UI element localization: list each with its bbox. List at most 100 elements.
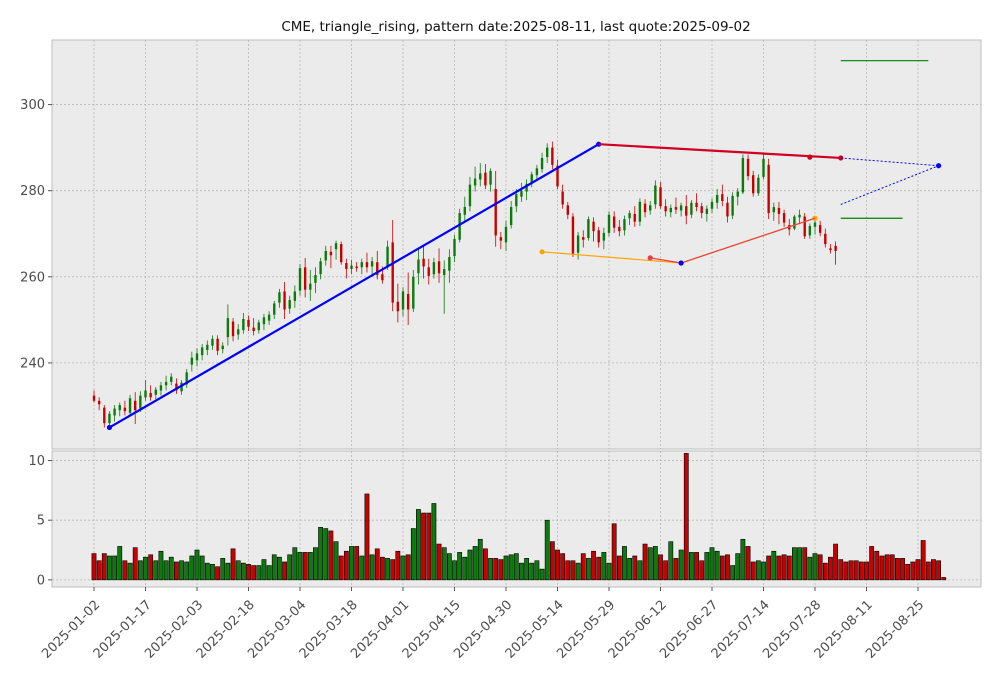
volume-y-tick-label: 5 (37, 514, 45, 529)
candle-body (113, 408, 116, 416)
candle-body (159, 385, 163, 391)
candle-body (200, 347, 204, 356)
candle-body (793, 216, 796, 229)
volume-bar (235, 560, 241, 581)
candle-body (484, 172, 487, 186)
candle-body (164, 381, 168, 386)
volume-bar (812, 553, 818, 581)
candle-body (154, 389, 157, 395)
volume-y-tick-label: 0 (37, 573, 45, 588)
volume-bar (374, 548, 380, 581)
volume-bar (488, 558, 493, 581)
volume-bar (220, 558, 226, 581)
volume-bar (472, 546, 478, 581)
candle-body (468, 184, 472, 207)
volume-bar (163, 560, 169, 581)
volume-bar (122, 560, 128, 581)
candle-body (108, 413, 111, 424)
volume-bar (853, 560, 859, 581)
candle-body (97, 400, 101, 405)
candle-body (721, 194, 724, 202)
volume-bar (179, 560, 184, 581)
volume-bar (349, 546, 354, 581)
candle-body (473, 178, 477, 186)
volume-bar (354, 546, 360, 581)
candle-body (303, 267, 307, 290)
x-axis: 2025-01-022025-01-172025-02-032025-02-18… (39, 587, 927, 662)
volume-bar (755, 560, 761, 581)
volume-bar (153, 560, 159, 581)
volume-bar (817, 554, 823, 581)
volume-bar (678, 549, 684, 581)
candle-body (726, 202, 729, 217)
candle-body (170, 376, 173, 382)
volume-bar (395, 550, 401, 581)
candle-body (422, 258, 425, 267)
volume-bar (215, 566, 220, 581)
candle-body (767, 164, 770, 214)
candle-body (365, 262, 369, 268)
volume-bar (776, 555, 782, 581)
volume-bar (647, 547, 653, 581)
candle-body (427, 267, 430, 276)
volume-bar (941, 577, 947, 581)
candle-body (139, 395, 142, 409)
candle-body (659, 187, 662, 207)
candle-body (540, 157, 544, 170)
volume-bar (112, 555, 117, 581)
candle-body (396, 301, 400, 312)
orange-trend-line (542, 251, 682, 264)
volume-bar (436, 543, 442, 581)
volume-bar (359, 555, 365, 581)
volume-bar (905, 564, 911, 581)
candle-body (479, 173, 482, 180)
volume-bar (889, 554, 895, 581)
volume-bar (426, 512, 432, 581)
volume-bar (544, 519, 550, 581)
volume-bar (843, 561, 849, 581)
candle-body (649, 205, 652, 211)
volume-bar (477, 538, 483, 581)
candle-body (128, 398, 132, 413)
volume-bar (261, 559, 267, 581)
candle-body (391, 242, 394, 303)
candle-body (278, 292, 281, 303)
candle-body (777, 207, 781, 214)
candle-body (448, 256, 451, 271)
volume-bar (555, 549, 560, 581)
volume-bar (498, 559, 504, 581)
candle-body (257, 322, 260, 331)
volume-bar (508, 554, 514, 581)
candle-body (293, 291, 297, 301)
candle-body (515, 194, 518, 207)
volume-bar (565, 560, 571, 581)
candle-body (746, 158, 750, 177)
candle-body (262, 317, 266, 325)
volume-bar (802, 547, 808, 581)
volume-bar (591, 550, 596, 581)
volume-bar (606, 562, 612, 581)
candle-body (715, 194, 719, 203)
chart-title: CME, triangle_rising, pattern date:2025-… (281, 19, 750, 35)
candle-body (571, 216, 575, 254)
resistance-line (598, 143, 841, 160)
candle-body (381, 274, 384, 281)
volume-bar (797, 547, 802, 581)
candle-body (324, 250, 327, 261)
volume-bar (225, 562, 231, 581)
candle-body (808, 225, 812, 236)
volume-bar (925, 561, 931, 581)
volume-bar (894, 558, 900, 581)
volume-bar (735, 553, 741, 581)
volume-bar (524, 558, 529, 581)
volume-bar (132, 547, 138, 581)
volume-bar (117, 546, 123, 581)
volume-bar (627, 558, 632, 581)
candle-body (463, 207, 466, 215)
orange-trend-point (539, 249, 545, 255)
volume-bar (101, 553, 107, 581)
volume-bar (730, 565, 735, 581)
volume-bar (833, 543, 838, 581)
support-point (678, 260, 684, 266)
volume-bar (230, 548, 236, 581)
